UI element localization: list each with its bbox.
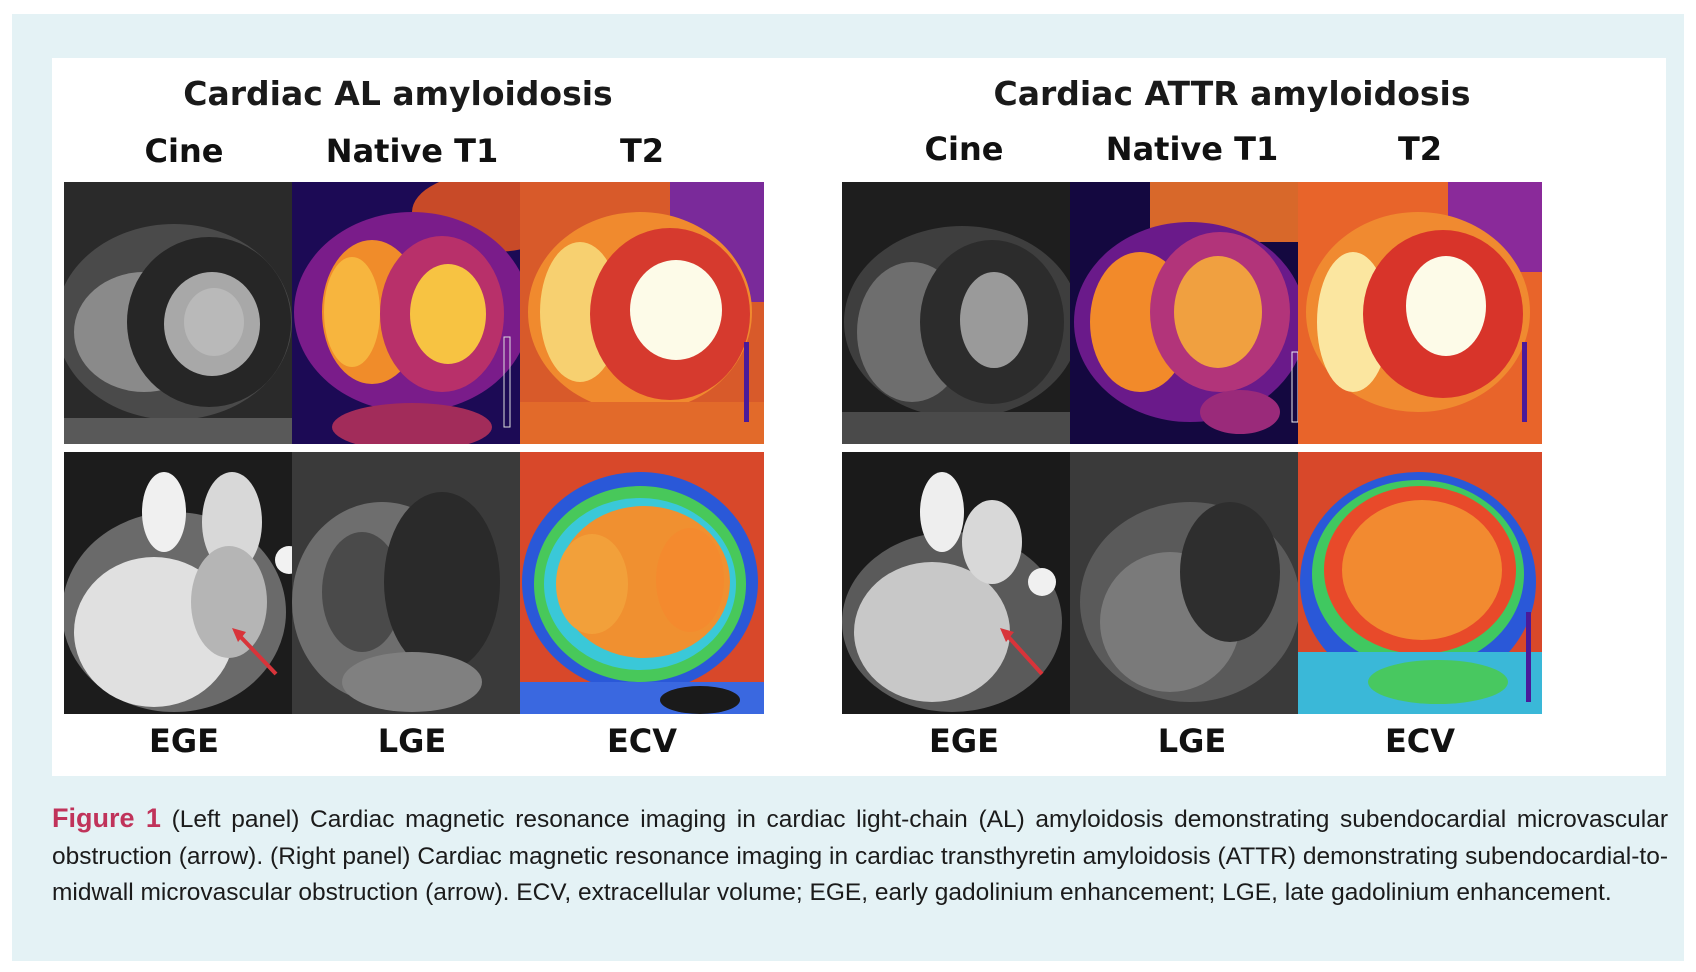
caption-text: (Left panel) Cardiac magnetic resonance … bbox=[52, 806, 1668, 906]
right-native-t1-image bbox=[1070, 182, 1314, 444]
left-label-ecv: ECV bbox=[606, 722, 678, 760]
left-cine-image bbox=[64, 182, 308, 444]
right-label-cine: Cine bbox=[924, 130, 1004, 168]
figure-image-area: Cardiac AL amyloidosis Cine Native T1 T2 bbox=[52, 58, 1666, 776]
right-ege-image bbox=[842, 452, 1086, 714]
right-label-lge: LGE bbox=[1157, 722, 1227, 760]
left-label-cine: Cine bbox=[144, 132, 224, 170]
left-panel-title: Cardiac AL amyloidosis bbox=[183, 74, 613, 113]
figure-label: Figure 1 bbox=[52, 803, 161, 833]
left-lge-image bbox=[292, 452, 536, 714]
right-label-ecv: ECV bbox=[1384, 722, 1456, 760]
figure-caption: Figure 1 (Left panel) Cardiac magnetic r… bbox=[52, 800, 1668, 912]
left-ecv-image bbox=[520, 452, 764, 714]
right-t2-image bbox=[1298, 182, 1542, 444]
left-native-t1-image bbox=[292, 182, 536, 444]
right-panel-title: Cardiac ATTR amyloidosis bbox=[993, 74, 1471, 113]
right-label-t2: T2 bbox=[1397, 130, 1443, 168]
left-t2-image bbox=[520, 182, 764, 444]
right-label-native-t1: Native T1 bbox=[1105, 130, 1279, 168]
left-label-ege: EGE bbox=[149, 722, 219, 760]
right-ecv-image bbox=[1298, 452, 1542, 714]
left-ege-image bbox=[64, 452, 308, 714]
left-label-lge: LGE bbox=[377, 722, 447, 760]
right-cine-image bbox=[842, 182, 1086, 444]
figure-frame: Cardiac AL amyloidosis Cine Native T1 T2 bbox=[12, 14, 1684, 961]
left-label-t2: T2 bbox=[619, 132, 665, 170]
right-label-ege: EGE bbox=[929, 722, 999, 760]
right-lge-image bbox=[1070, 452, 1314, 714]
left-label-native-t1: Native T1 bbox=[325, 132, 499, 170]
